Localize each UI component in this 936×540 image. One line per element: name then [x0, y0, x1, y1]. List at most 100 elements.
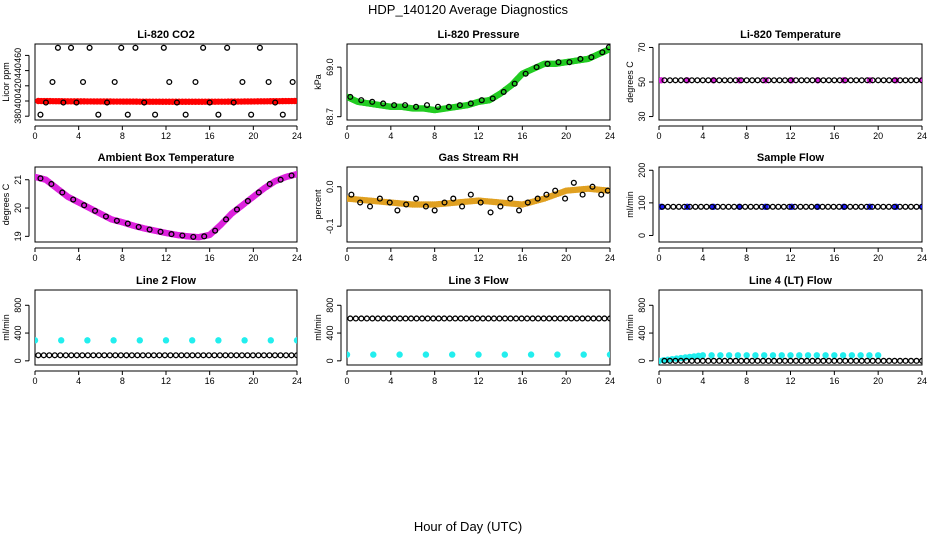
sample-flow-average-point — [907, 203, 914, 210]
li-820-temperature-readings-point — [661, 77, 668, 84]
y-axis-label: ml/min — [625, 191, 635, 218]
line-2-flow-average-point — [112, 352, 119, 359]
y-tick-label: 0.0 — [325, 180, 335, 193]
y-tick-label: 200 — [637, 163, 647, 178]
sample-flow-average-point — [891, 203, 898, 210]
line-4-flow-readings-point — [708, 352, 715, 359]
line-2-flow-average-point — [57, 352, 64, 359]
line-4-flow-readings-point — [848, 352, 856, 359]
x-tick-label: 20 — [873, 131, 883, 141]
y-axis-label: Licor ppm — [1, 62, 11, 102]
line-3-flow-average-point — [540, 315, 547, 322]
line-3-flow-average-point — [369, 315, 376, 322]
x-tick-label: 20 — [561, 376, 571, 386]
y-tick-label: 0 — [637, 233, 647, 238]
rh-average-point — [552, 187, 559, 194]
plot-frame — [346, 43, 611, 121]
line-2-flow-average-point — [227, 352, 234, 359]
li-820-temperature-readings-point — [858, 77, 865, 84]
chart-panel-3: Li-820 Temperature 0 4 8 12 16 20 24 30 50 70degre… — [625, 29, 927, 141]
x-tick-label: 12 — [473, 376, 483, 386]
line-4-flow-average-point — [666, 357, 674, 364]
x-tick-label: 12 — [161, 253, 171, 263]
line-2-flow-average-point — [139, 352, 146, 359]
x-tick-label: 20 — [248, 376, 258, 386]
y-tick-label: 400 — [637, 326, 647, 341]
x-tick-label: 8 — [432, 253, 437, 263]
co2-readings-point — [152, 111, 159, 118]
line-4-flow-readings-point — [857, 352, 864, 359]
line-4-flow-readings-point — [725, 352, 733, 359]
li-820-temperature-readings-point — [699, 77, 706, 84]
line-3-flow-average-point — [358, 315, 365, 322]
sample-flow-average-point — [720, 203, 727, 210]
ambient-temperature-readings-point — [288, 172, 295, 179]
line-4-flow-average-point — [688, 357, 695, 364]
sample-flow-average-point — [659, 203, 666, 210]
rh-average-point — [366, 203, 374, 210]
line-2-flow-average-point — [260, 352, 268, 359]
ambient-temperature-readings-point — [168, 231, 175, 238]
ambient-temperature-readings-point — [37, 175, 44, 182]
pressure-average-point — [489, 95, 496, 102]
pressure-average-point — [605, 44, 610, 51]
pressure-average-point — [434, 103, 442, 110]
pressure-average-point — [380, 100, 387, 107]
line-4-flow-average-point — [853, 357, 860, 364]
li-820-temperature-readings-point — [710, 77, 717, 84]
x-tick-label: 0 — [656, 131, 661, 141]
li-820-temperature-readings-point — [749, 77, 756, 84]
line-4-flow-average-point — [683, 357, 690, 364]
line-2-flow-readings-point — [215, 337, 222, 344]
line-3-flow-average-point — [485, 315, 492, 322]
li-820-temperature-readings-point — [803, 77, 810, 84]
li-820-temperature-readings-point — [886, 77, 893, 84]
x-tick-label: 24 — [605, 376, 615, 386]
plot-data — [659, 77, 922, 84]
sample-flow-average-point — [918, 203, 922, 210]
line-2-flow-average-point — [106, 352, 113, 359]
x-tick-label: 16 — [517, 253, 527, 263]
y-tick-label: 800 — [637, 298, 647, 313]
x-tick-label: 20 — [561, 253, 571, 263]
line-4-flow-average-point — [880, 357, 887, 364]
line-2-flow-average-point — [205, 352, 212, 359]
line-4-flow-average-point — [820, 357, 827, 364]
x-tick-label: 16 — [829, 253, 839, 263]
line-2-flow-average-point — [277, 352, 284, 359]
x-tick-label: 8 — [432, 376, 437, 386]
sample-flow-average-point — [714, 203, 721, 210]
x-tick-label: 4 — [388, 131, 393, 141]
plot-frame — [346, 166, 611, 243]
x-tick-label: 16 — [517, 376, 527, 386]
line-2-flow-readings-point — [136, 337, 143, 344]
line-4-flow-average-point — [836, 357, 843, 364]
sample-flow-average-point — [708, 203, 716, 210]
line-2-flow-average-point — [156, 352, 163, 359]
chart-title: Li-820 Pressure — [438, 29, 520, 41]
sample-flow-average-point — [692, 203, 699, 210]
rh-average-point — [394, 207, 401, 214]
li-820-temperature-readings-point — [913, 77, 920, 84]
co2-readings-point — [86, 44, 93, 51]
x-tick-label: 24 — [605, 253, 615, 263]
y-tick-label: 30 — [637, 112, 647, 122]
sample-flow-average-point — [697, 203, 705, 210]
line-3-flow-readings-point — [422, 351, 430, 358]
y-tick-label: 420 — [13, 78, 23, 93]
line-2-flow-readings-point — [189, 337, 196, 344]
line-4-flow-readings-point — [752, 352, 759, 359]
y-tick-label: 20 — [13, 203, 23, 213]
line-4-flow-average-point — [749, 357, 756, 364]
line-2-flow-readings-point — [267, 337, 274, 344]
line-3-flow-readings-point — [580, 351, 587, 358]
x-tick-label: 24 — [605, 131, 615, 141]
pressure-average-point — [577, 55, 584, 62]
line-2-flow-average-point — [95, 352, 102, 359]
x-tick-label: 0 — [656, 376, 661, 386]
line-3-flow-average-point — [535, 315, 542, 322]
line-2-flow-average-point — [172, 352, 179, 359]
line-4-flow-readings-point — [831, 352, 838, 359]
rh-average-point — [431, 207, 438, 214]
